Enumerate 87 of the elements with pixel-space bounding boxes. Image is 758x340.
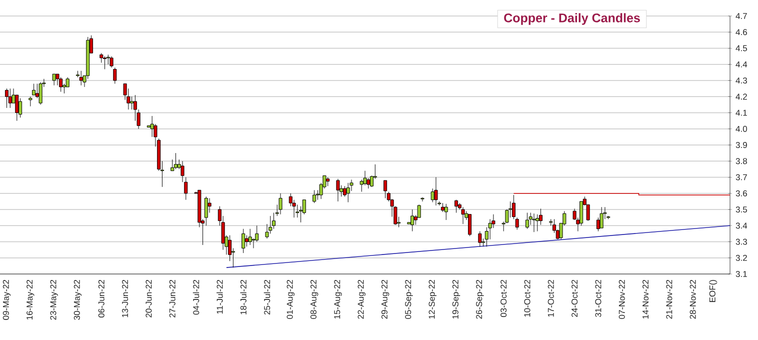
x-tick-label: 21-Nov-22 <box>666 280 672 319</box>
candlestick <box>536 214 540 232</box>
candlestick <box>79 70 83 86</box>
x-tick-label: 31-Oct-22 <box>595 280 602 317</box>
chart-title: Copper - Daily Candles <box>504 13 640 25</box>
candlestick <box>244 235 248 247</box>
candlestick <box>272 212 276 230</box>
candlestick <box>28 96 32 107</box>
y-tick-label: 4.7 <box>736 13 747 19</box>
x-tick-label: 27-Jun-22 <box>169 280 176 318</box>
y-tick-label: 4.3 <box>736 77 747 84</box>
candlestick <box>384 180 388 198</box>
y-tick-label: 3.1 <box>736 270 747 278</box>
x-tick-label: 22-Aug-22 <box>358 280 366 319</box>
y-tick-label: 4.0 <box>736 126 748 132</box>
candlestick <box>478 231 482 247</box>
candlestick <box>515 217 519 230</box>
candlestick <box>336 178 340 202</box>
candlestick <box>278 193 282 215</box>
candlestick <box>130 96 134 110</box>
candlestick <box>184 176 188 200</box>
y-tick-label: 3.4 <box>736 222 748 229</box>
candlestick <box>454 200 458 213</box>
x-tick-label: 24-Oct-22 <box>572 280 578 317</box>
x-tick-label: 05-Sep-22 <box>405 280 413 319</box>
x-tick-label: 14-Nov-22 <box>642 280 649 319</box>
x-tick-label: 18-Jul-22 <box>240 280 246 314</box>
candlestick <box>204 196 208 226</box>
candlestick <box>242 228 246 254</box>
candlestick <box>15 94 19 122</box>
x-tick-label: 30-May-22 <box>74 280 82 320</box>
x-tick-label: 28-Nov-22 <box>690 280 696 319</box>
candlestick <box>174 152 178 170</box>
x-tick-label: 26-Sep-22 <box>476 280 484 319</box>
x-tick-label: 29-Aug-22 <box>381 280 390 319</box>
y-tick-label: 4.1 <box>736 110 747 116</box>
x-tick-label: 17-Oct-22 <box>548 280 554 317</box>
x-tick-label: 20-Jun-22 <box>146 280 152 318</box>
y-tick-label: 3.9 <box>736 142 747 148</box>
candlestick <box>444 204 448 220</box>
x-tick-label: 09-May-22 <box>2 280 11 320</box>
x-tick-label: 13-Jun-22 <box>122 280 128 318</box>
y-tick-label: 3.8 <box>736 158 747 164</box>
candlestick <box>38 82 42 105</box>
x-tick-label: EOF() <box>709 280 718 302</box>
y-tick-label: 3.5 <box>736 206 747 212</box>
candlestick <box>52 74 56 86</box>
x-tick-label: 12-Sep-22 <box>428 280 436 319</box>
x-tick-label: 25-Jul-22 <box>264 280 270 315</box>
x-tick-label: 06-Jun-22 <box>98 280 104 318</box>
x-tick-label: 04-Jul-22 <box>192 280 200 315</box>
x-tick-label: 19-Sep-22 <box>452 280 460 319</box>
candlestick <box>600 206 604 228</box>
candlestick <box>525 212 529 230</box>
y-tick-label: 3.7 <box>736 174 747 180</box>
candlestick <box>532 213 536 232</box>
y-tick-label: 3.2 <box>736 254 747 261</box>
x-tick-label: 10-Oct-22 <box>524 280 530 317</box>
y-tick-label: 3.6 <box>736 190 747 196</box>
candlestick <box>32 83 36 96</box>
candlestick <box>113 67 117 84</box>
x-tick-label: 15-Aug-22 <box>334 280 342 319</box>
x-tick-label: 23-May-22 <box>50 280 58 320</box>
x-tick-label: 11-Jul-22 <box>216 280 223 314</box>
candlestick <box>312 190 316 204</box>
y-tick-label: 3.3 <box>736 238 747 245</box>
candlestick <box>59 77 63 92</box>
y-tick-label: 4.4 <box>736 61 748 68</box>
candlestick <box>346 182 350 202</box>
candlestick <box>410 209 414 232</box>
candlestick <box>110 56 114 68</box>
x-tick-label: 01-Aug-22 <box>286 280 295 319</box>
candlestick <box>4 88 9 108</box>
y-tick-label: 4.2 <box>736 94 747 100</box>
candlestick <box>461 206 465 224</box>
y-tick-label: 4.5 <box>736 45 747 52</box>
x-tick-label: 08-Aug-22 <box>310 280 318 319</box>
candlestick <box>248 228 252 246</box>
candlestick <box>434 176 438 206</box>
x-tick-label: 03-Oct-22 <box>500 280 507 317</box>
y-tick-label: 4.6 <box>736 29 747 36</box>
x-tick-label: 16-May-22 <box>26 280 34 320</box>
candlestick <box>18 98 22 118</box>
candlestick <box>180 160 184 182</box>
candlestick <box>468 214 472 236</box>
x-tick-label: 07-Nov-22 <box>618 280 625 319</box>
candlestick <box>103 56 107 70</box>
